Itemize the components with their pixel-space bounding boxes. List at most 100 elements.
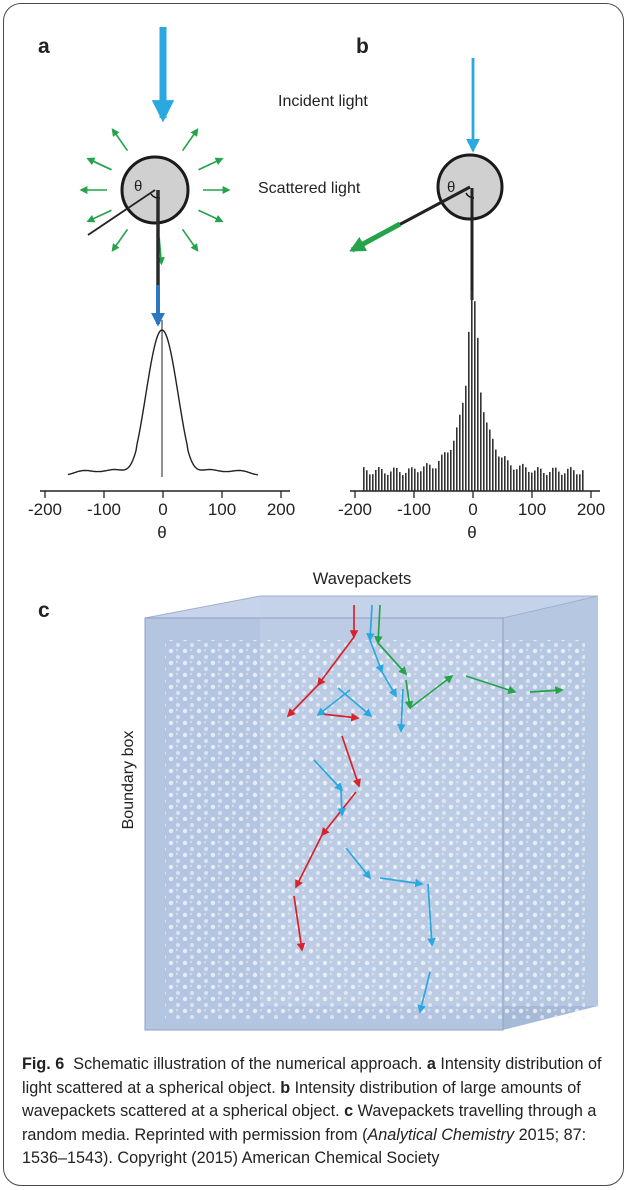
histogram-bar — [510, 465, 512, 491]
histogram-bar — [423, 466, 425, 491]
x-ticks-b: -200 -100 0 100 200 — [338, 491, 605, 519]
histogram-bar — [528, 471, 530, 491]
histogram-bar — [513, 469, 515, 491]
histogram-bar — [564, 473, 566, 491]
histogram-bar — [525, 467, 527, 491]
fig-label: Fig. 6 — [22, 1055, 65, 1073]
blue-path-arrow — [366, 604, 375, 642]
histogram-bar — [384, 473, 386, 491]
histogram-bar — [369, 474, 371, 491]
histogram-bar — [468, 331, 470, 491]
caption-journal: Analytical Chemistry — [367, 1125, 515, 1144]
histogram-bar — [552, 467, 554, 491]
blue-path-arrow — [381, 671, 397, 698]
x-tick-label: -100 — [397, 500, 431, 519]
histogram-bar — [567, 468, 569, 491]
histogram-bar — [561, 474, 563, 491]
histogram-bar — [441, 454, 443, 491]
histogram-bar — [489, 429, 491, 491]
histogram-bar — [465, 385, 467, 491]
box-front-edge — [144, 617, 504, 1031]
blue-path-arrow — [337, 687, 373, 718]
figure-graphic: a θ -200 -100 0 100 200 θ Incident light Sca… — [28, 27, 605, 1031]
scattered-rays-a — [79, 128, 231, 266]
blue-path-arrow — [345, 847, 372, 880]
histogram-bar — [462, 402, 464, 491]
green-path-arrow — [529, 686, 564, 695]
histogram-bar — [453, 440, 455, 491]
histogram-bar — [477, 337, 479, 491]
histogram-bar — [573, 470, 575, 491]
histogram-bar — [507, 460, 509, 491]
x-tick-label: -100 — [87, 500, 121, 519]
histogram-bar — [366, 470, 368, 491]
histogram-bar — [417, 472, 419, 491]
red-path-arrow — [295, 834, 323, 889]
histogram-bar — [495, 449, 497, 491]
histogram-bar — [483, 412, 485, 491]
histogram-bar — [432, 468, 434, 491]
histogram-bar — [411, 467, 413, 491]
x-tick-label: 100 — [208, 500, 236, 519]
histogram-bar — [447, 452, 449, 491]
histogram-bar — [543, 473, 545, 491]
histogram-bar — [444, 452, 446, 491]
panel-c: c Wavepackets Boundary box — [38, 570, 599, 1031]
blue-path-arrow — [313, 759, 344, 792]
green-path-arrow — [404, 679, 414, 710]
histogram-bar — [501, 457, 503, 491]
histogram-bar — [375, 470, 377, 491]
histogram-bar — [405, 472, 407, 491]
scatter-line-a — [87, 189, 156, 236]
theta-symbol-a: θ — [134, 178, 142, 195]
caption-intro: Schematic illustration of the numerical … — [73, 1055, 423, 1073]
histogram-bar — [492, 438, 494, 491]
histogram-bar — [531, 472, 533, 491]
histogram-bar — [474, 301, 476, 491]
histogram-bar — [363, 467, 365, 491]
angle-arc-b — [465, 192, 475, 199]
histogram-bar — [576, 474, 578, 491]
x-axis-label-b: θ — [467, 523, 476, 542]
histogram-bar — [372, 474, 374, 491]
histogram-bar — [396, 467, 398, 491]
histogram-bar — [435, 468, 437, 491]
histogram-bar — [537, 467, 539, 491]
scatter-ray-a — [181, 228, 199, 252]
histogram-bar — [408, 468, 410, 491]
x-tick-label: 200 — [267, 500, 295, 519]
histogram-bar — [519, 465, 521, 491]
histogram-bar — [570, 467, 572, 491]
scatter-ray-a — [181, 128, 199, 152]
blue-path-arrow — [369, 639, 384, 674]
blue-path-arrow — [417, 971, 431, 1014]
histogram-bar — [471, 289, 473, 491]
scatter-ray-a — [198, 157, 224, 171]
histogram-bar — [450, 449, 452, 491]
panel-a-label: a — [38, 35, 50, 58]
histogram-bar — [399, 472, 401, 491]
x-tick-label: 0 — [158, 500, 167, 519]
x-ticks-a: -200 -100 0 100 200 — [28, 491, 295, 519]
histogram-bar — [504, 456, 506, 491]
histogram-bar — [378, 467, 380, 491]
figure-border — [3, 3, 624, 1186]
scatter-ray-a — [111, 228, 129, 252]
scatter-arrow-b — [349, 221, 402, 253]
x-tick-label: 100 — [518, 500, 546, 519]
histogram-bar — [540, 468, 542, 491]
caption-c-text: Wavepackets travelling through a random … — [22, 1102, 597, 1144]
theta-symbol-b: θ — [447, 179, 455, 196]
scattered-light-label: Scattered light — [258, 180, 361, 197]
x-tick-label: -200 — [28, 500, 62, 519]
panel-a: a θ -200 -100 0 100 200 θ — [28, 27, 295, 542]
panel-b: b θ -200 -100 0 100 200 θ — [338, 35, 605, 542]
x-tick-label: 200 — [577, 500, 605, 519]
histogram-bar — [390, 471, 392, 491]
wavepackets-title: Wavepackets — [313, 570, 411, 588]
histogram-bar — [426, 463, 428, 491]
x-tick-label: -200 — [338, 500, 372, 519]
red-path-arrow — [321, 713, 360, 722]
wavepacket-paths — [286, 604, 564, 1014]
